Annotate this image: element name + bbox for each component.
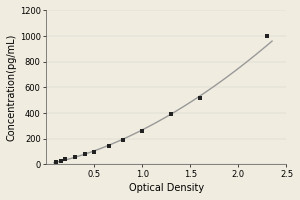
X-axis label: Optical Density: Optical Density xyxy=(129,183,204,193)
Y-axis label: Concentration(pg/mL): Concentration(pg/mL) xyxy=(7,34,17,141)
